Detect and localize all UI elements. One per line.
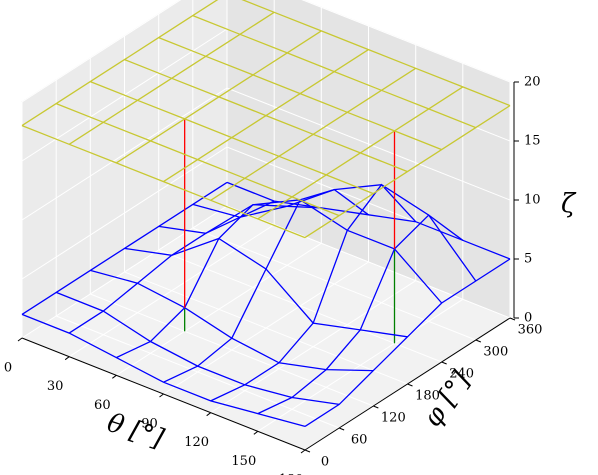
- y-tick-label: 300: [483, 345, 508, 360]
- x-tick: [112, 374, 117, 379]
- plane-line: [21, 0, 219, 127]
- surface-line: [210, 183, 417, 402]
- y-tick: [304, 449, 311, 453]
- x-axis-label: θ [°]: [103, 408, 167, 454]
- y-tick-label: 180: [415, 389, 440, 404]
- grid-line: [21, 0, 511, 103]
- x-tick: [253, 430, 259, 435]
- x-tick: [64, 356, 70, 361]
- z-axis-label: ζ: [561, 189, 577, 219]
- x-tick-label: 0: [4, 361, 12, 376]
- x-tick: [17, 337, 23, 342]
- x-tick-label: 150: [231, 454, 256, 469]
- grid-line: [21, 205, 511, 339]
- surface-line: [116, 204, 322, 359]
- x-tick: [206, 412, 211, 417]
- z-tick-label: 5: [524, 252, 532, 267]
- y-tick-label: 240: [449, 367, 474, 382]
- surface-line: [257, 214, 464, 415]
- y-tick-label: 60: [351, 433, 368, 448]
- plane-line: [163, 49, 369, 183]
- grid-line: [21, 87, 511, 221]
- y-tick-label: 360: [518, 323, 543, 338]
- z-tick-label: 0: [524, 311, 532, 326]
- surface-line: [163, 188, 369, 383]
- surface-line: [304, 258, 511, 427]
- y-tick: [475, 339, 482, 343]
- z-tick-label: 20: [524, 75, 541, 90]
- x-tick-label: 30: [47, 379, 64, 394]
- x-tick-label: 60: [94, 398, 111, 413]
- plane-line: [210, 67, 417, 201]
- y-tick: [509, 317, 516, 321]
- x-tick-label: 90: [141, 417, 158, 432]
- x-tick: [159, 393, 164, 398]
- y-tick: [441, 361, 447, 365]
- plane-line: [115, 30, 322, 164]
- z-tick-label: 10: [524, 193, 541, 208]
- y-tick: [338, 427, 345, 431]
- x-tick-label: 120: [184, 435, 209, 450]
- y-tick: [407, 383, 413, 387]
- plane-line: [68, 11, 275, 145]
- z-tick-label: 15: [524, 134, 541, 149]
- y-tick-label: 120: [381, 411, 406, 426]
- x-tick-label: 180: [279, 473, 304, 475]
- surface-line: [21, 181, 228, 315]
- x-tick: [300, 449, 306, 454]
- y-tick: [373, 405, 379, 409]
- plane-line: [304, 105, 511, 239]
- plane-line: [257, 86, 464, 220]
- y-tick-label: 0: [321, 455, 329, 470]
